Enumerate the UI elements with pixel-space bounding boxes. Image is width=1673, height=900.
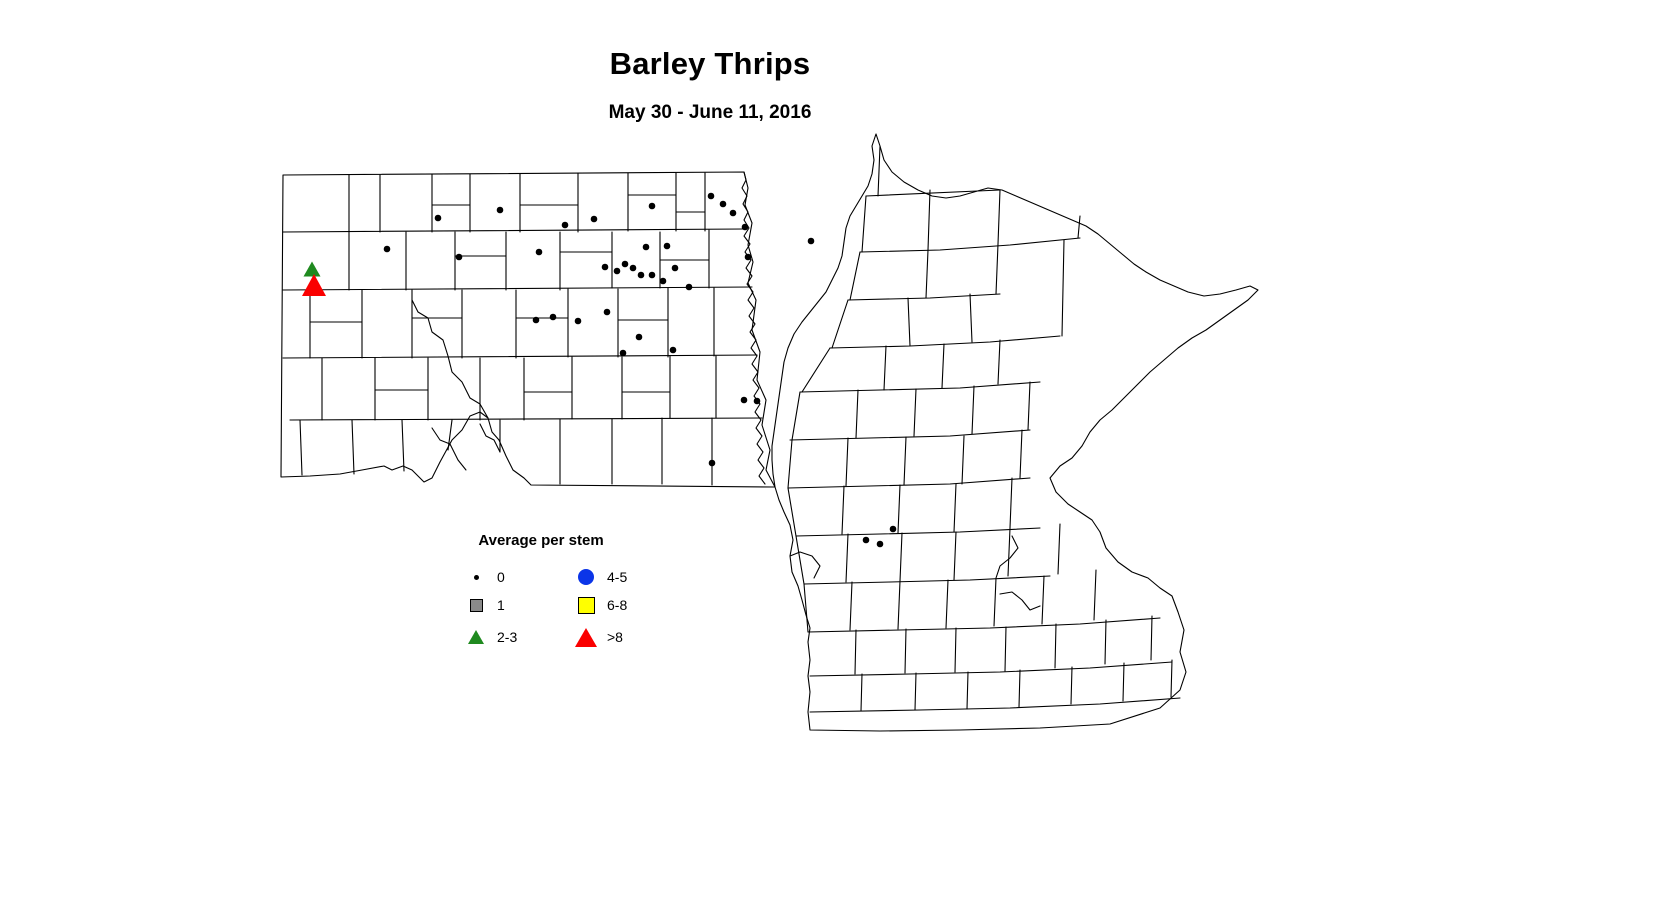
map-point-0 (889, 525, 897, 533)
legend-item-1[interactable]: 1 (463, 594, 505, 616)
map-point-0 (876, 540, 884, 548)
map-point-0 (740, 396, 748, 404)
map-point-0 (753, 397, 761, 405)
map-point-0 (603, 308, 611, 316)
map-point-0 (496, 206, 504, 214)
map-point-0 (659, 277, 667, 285)
map-point-0 (549, 313, 557, 321)
map-point-0 (561, 221, 569, 229)
legend-label-2: 2-3 (497, 629, 518, 645)
map-point-2-3 (303, 261, 321, 277)
legend-gray-square-icon (463, 598, 489, 612)
map-point-0 (744, 253, 752, 261)
map-point-0 (719, 200, 727, 208)
legend-red-triangle-icon (573, 627, 599, 647)
map-point-0 (741, 223, 749, 231)
legend-label-1: 1 (497, 597, 505, 613)
legend-item-3[interactable]: 4-5 (573, 566, 627, 588)
map-point-0 (532, 316, 540, 324)
map-point-0 (671, 264, 679, 272)
map-point-0 (590, 215, 598, 223)
map-point-0 (685, 283, 693, 291)
map-point-0 (648, 202, 656, 210)
map-point-0 (729, 209, 737, 217)
map-legend: Average per stem 0 1 2-3 4-5 6-8 >8 (455, 532, 705, 662)
page-title: Barley Thrips (609, 46, 811, 81)
map-point-0 (637, 271, 645, 279)
map-point-0 (862, 536, 870, 544)
map-point-0 (601, 263, 609, 271)
page-subtitle: May 30 - June 11, 2016 (608, 102, 812, 123)
map-boundaries (280, 133, 1259, 732)
legend-item-5[interactable]: >8 (573, 626, 623, 648)
map-point-0 (619, 349, 627, 357)
legend-blue-circle-icon (573, 569, 599, 585)
map-point-0 (613, 267, 621, 275)
legend-label-5: >8 (607, 629, 623, 645)
map-point-0 (635, 333, 643, 341)
map-point-0 (535, 248, 543, 256)
legend-title: Average per stem (478, 532, 604, 549)
legend-item-4[interactable]: 6-8 (573, 594, 627, 616)
map-point-0 (807, 237, 815, 245)
map-point-0 (434, 214, 442, 222)
map-point-0 (629, 264, 637, 272)
map-point-0 (455, 253, 463, 261)
map-point-0 (383, 245, 391, 253)
legend-label-4: 6-8 (607, 597, 628, 613)
legend-item-0[interactable]: 0 (463, 566, 505, 588)
map-point-0 (708, 459, 716, 467)
legend-label-0: 0 (497, 569, 505, 585)
map-point->8 (302, 274, 326, 296)
map-point-0 (642, 243, 650, 251)
map-point-0 (574, 317, 582, 325)
map-point-0 (707, 192, 715, 200)
legend-item-2[interactable]: 2-3 (463, 626, 517, 648)
map-point-0 (663, 242, 671, 250)
legend-yellow-square-icon (573, 596, 599, 614)
legend-green-triangle-icon (463, 630, 489, 644)
map-point-0 (669, 346, 677, 354)
legend-label-3: 4-5 (607, 569, 628, 585)
map-data-points (302, 192, 897, 548)
legend-dot-icon (463, 574, 489, 580)
map-point-0 (621, 260, 629, 268)
map-point-0 (648, 271, 656, 279)
